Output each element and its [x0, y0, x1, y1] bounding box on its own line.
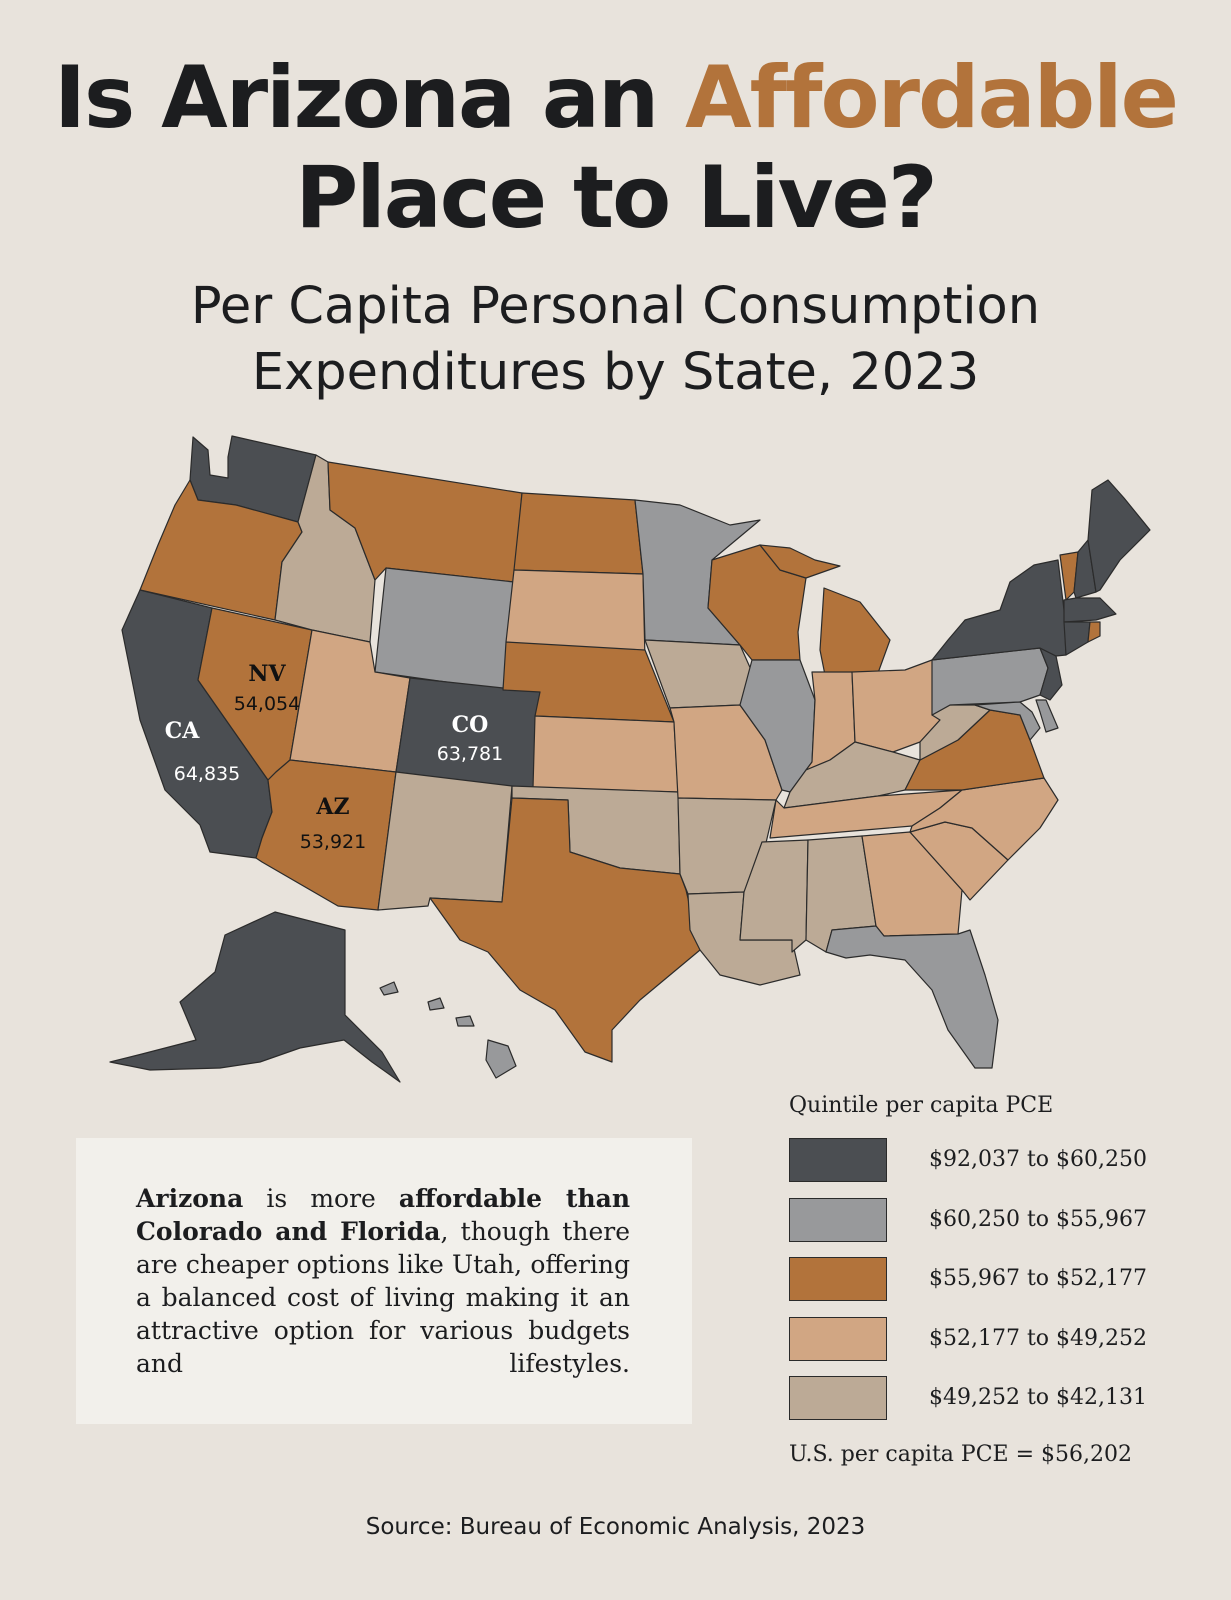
legend-label: $49,252 to $42,131: [929, 1385, 1148, 1410]
legend-label: $92,037 to $60,250: [929, 1147, 1148, 1172]
state-NY: [931, 559, 1067, 661]
legend-label: $55,967 to $52,177: [929, 1266, 1148, 1291]
label-co-abbr: CO: [452, 712, 489, 738]
summary-note: Arizona is more affordable than Colorado…: [76, 1138, 692, 1424]
state-AK: [109, 911, 401, 1083]
state-MI-upper: [759, 544, 841, 579]
label-co: CO 63,781: [437, 712, 503, 765]
legend-item-q1: $92,037 to $60,250: [789, 1138, 1189, 1182]
page-title: Is Arizona an Affordable Place to Live?: [0, 48, 1231, 248]
state-MD: [974, 701, 1041, 741]
state-WY: [374, 567, 515, 691]
subtitle-line1: Per Capita Personal Consumption: [190, 277, 1041, 336]
legend-swatch: [789, 1317, 887, 1361]
title-line2: Place to Live?: [295, 148, 937, 248]
legend-swatch: [789, 1138, 887, 1182]
label-az-abbr: AZ: [315, 794, 349, 820]
legend-item-q4: $52,177 to $49,252: [789, 1317, 1189, 1361]
state-labels: NV 54,054 CA 64,835 CO 63,781 AZ 53,921: [165, 661, 504, 853]
us-average-note: U.S. per capita PCE = $56,202: [789, 1442, 1132, 1467]
state-DE: [1035, 699, 1059, 733]
state-MA: [1063, 597, 1117, 623]
legend-item-q3: $55,967 to $52,177: [789, 1257, 1189, 1301]
legend-swatch: [789, 1198, 887, 1242]
legend-item-q2: $60,250 to $55,967: [789, 1198, 1189, 1242]
state-RI: [1087, 621, 1101, 643]
state-NH: [1073, 539, 1097, 599]
label-ca: CA 64,835: [165, 718, 241, 785]
legend-label: $52,177 to $49,252: [929, 1326, 1148, 1351]
state-ME: [1087, 479, 1151, 593]
legend-item-q5: $49,252 to $42,131: [789, 1376, 1189, 1420]
state-KS: [532, 715, 679, 793]
state-HI: [485, 1039, 517, 1079]
title-part1: Is Arizona an: [54, 48, 686, 148]
state-NM: [377, 771, 513, 911]
label-nv-abbr: NV: [248, 661, 286, 687]
state-FL: [825, 925, 999, 1069]
note-text-1: is more: [243, 1184, 399, 1213]
legend-swatch: [789, 1257, 887, 1301]
page-subtitle: Per Capita Personal Consumption Expendit…: [0, 274, 1231, 406]
title-accent-word: Affordable: [685, 48, 1179, 148]
legend-swatch: [789, 1376, 887, 1420]
label-nv: NV 54,054: [234, 661, 300, 715]
state-NC: [909, 777, 1059, 861]
summary-text: Arizona is more affordable than Colorado…: [136, 1182, 630, 1380]
label-az: AZ 53,921: [300, 794, 366, 853]
note-text-2: , though there are cheaper options like …: [136, 1217, 630, 1378]
state-ND: [513, 492, 644, 575]
subtitle-line2: Expenditures by State, 2023: [251, 343, 980, 402]
state-TX: [429, 797, 701, 1063]
state-CT: [1063, 621, 1091, 656]
label-nv-value: 54,054: [234, 693, 300, 715]
state-HI-islands: [379, 981, 475, 1027]
note-bold-2: affordable than Colorado and Florida: [136, 1184, 630, 1246]
note-bold-1: Arizona: [136, 1184, 244, 1213]
label-az-value: 53,921: [300, 831, 366, 853]
label-ca-abbr: CA: [165, 718, 201, 744]
us-choropleth-map: NV 54,054 CA 64,835 CO 63,781 AZ 53,921: [109, 435, 1151, 1083]
legend-label: $60,250 to $55,967: [929, 1207, 1148, 1232]
label-co-value: 63,781: [437, 743, 503, 765]
label-ca-value: 64,835: [174, 763, 240, 785]
legend-title: Quintile per capita PCE: [789, 1093, 1054, 1118]
source-credit: Source: Bureau of Economic Analysis, 202…: [365, 1514, 866, 1540]
